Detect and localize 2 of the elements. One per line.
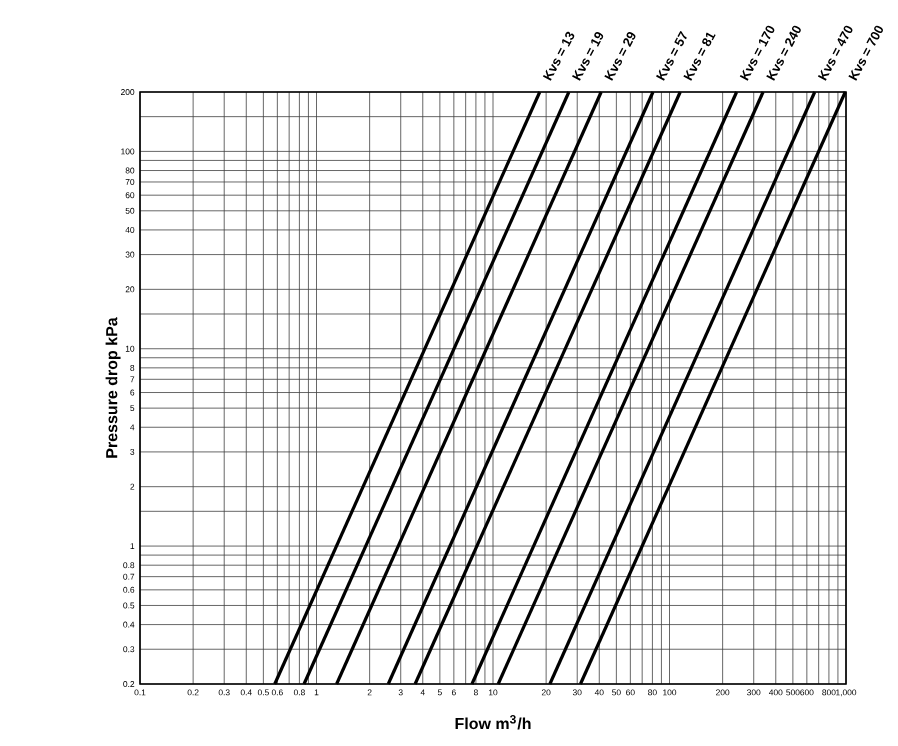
x-axis-title: Flow m$^{3}$/h bbox=[455, 715, 531, 730]
y-axis-title: Pressure drop kPa bbox=[105, 317, 121, 458]
